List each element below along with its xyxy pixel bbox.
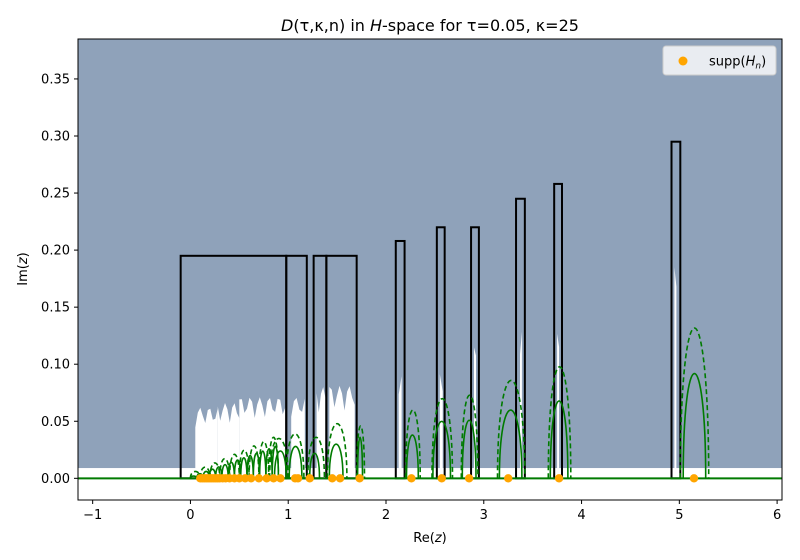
arc-dashed	[307, 436, 326, 479]
legend-box	[662, 45, 777, 76]
xlabel-post: )	[442, 531, 447, 546]
chart-title: D(τ,κ,n) in H-space for τ=0.05, κ=25	[281, 16, 579, 35]
arc-solid	[288, 445, 303, 479]
support-point	[504, 474, 513, 483]
region-fill	[78, 39, 782, 500]
cluster-arc-solid	[271, 445, 280, 479]
ylabel-var: z	[16, 256, 31, 265]
support-point	[689, 474, 699, 483]
legend-marker	[678, 56, 688, 66]
arc-solid	[308, 452, 321, 479]
title-d-args: (τ,κ,n) in	[293, 16, 370, 35]
arc-dashed	[547, 365, 572, 479]
cluster-arc-dashed	[219, 457, 231, 479]
x-tick-label: 5	[675, 508, 683, 523]
arc-dashed	[268, 437, 289, 479]
support-point	[335, 474, 345, 483]
arc-solid	[356, 436, 364, 479]
support-point	[254, 474, 264, 483]
arc-solid	[682, 372, 707, 479]
arc-dashed	[679, 327, 710, 479]
support-point	[293, 474, 303, 483]
support-points	[196, 474, 699, 483]
support-point	[305, 474, 314, 483]
xlabel-var: z	[434, 531, 443, 546]
support-point	[276, 474, 285, 483]
title-rest: -space for τ=0.05, κ=25	[382, 16, 579, 35]
hole-region	[439, 374, 443, 479]
title-h: H	[370, 16, 382, 35]
arc-dashed	[355, 425, 366, 479]
y-tick-label: 0.10	[41, 358, 70, 373]
legend-label-pre: supp(	[709, 55, 746, 70]
hole-region	[398, 376, 402, 479]
xlabel-pre: Re(	[413, 531, 435, 546]
y-axis-label: Im(z)	[16, 252, 31, 285]
plot-area	[77, 38, 783, 501]
arc-solid	[549, 400, 569, 479]
support-point	[437, 474, 446, 483]
legend-label-var: H	[746, 55, 756, 70]
x-tick-label: 6	[773, 508, 781, 523]
x-tick-label: 2	[382, 508, 390, 523]
y-tick-label: 0.30	[41, 129, 70, 144]
y-tick-label: 0.20	[41, 244, 70, 259]
arc-solid	[461, 419, 477, 479]
title-d: D	[281, 16, 293, 35]
support-point	[262, 474, 271, 483]
support-point	[464, 474, 474, 483]
support-point	[246, 474, 256, 483]
arc-solid	[405, 434, 420, 479]
cluster-arc-dashed	[248, 445, 260, 479]
arc-solid	[432, 420, 452, 479]
support-point	[269, 474, 278, 483]
plot-frame	[77, 38, 783, 501]
support-point	[241, 474, 250, 483]
legend-label: supp(Hn)	[709, 55, 766, 72]
arc-dashed	[431, 397, 454, 479]
arc-dashed	[326, 423, 348, 479]
ylabel-pre: Im(	[16, 264, 31, 286]
hole-region	[195, 407, 218, 479]
x-axis: −1 0 1 2 3 4 5 6	[83, 500, 781, 523]
y-tick-label: 0.35	[41, 72, 70, 87]
x-tick-label: −1	[83, 508, 102, 523]
x-tick-label: 0	[186, 508, 194, 523]
arc-solid	[498, 409, 523, 479]
support-point	[407, 474, 416, 483]
x-tick-label: 1	[284, 508, 292, 523]
legend-label-sub: n	[755, 62, 761, 72]
hole-region	[316, 387, 326, 479]
arc-dashed	[460, 394, 479, 479]
cluster-arc-dashed	[228, 453, 241, 479]
x-tick-label: 4	[577, 508, 585, 523]
arc-dashed	[496, 379, 526, 479]
y-tick-label: 0.25	[41, 187, 70, 202]
y-tick-label: 0.15	[41, 301, 70, 316]
support-point	[328, 474, 337, 483]
y-tick-label: 0.05	[41, 415, 70, 430]
y-axis: 0.00 0.05 0.10 0.15 0.20 0.25 0.30 0.35	[41, 72, 78, 487]
arc-solid	[328, 443, 344, 479]
ylabel-post: )	[16, 252, 31, 257]
hole-region	[674, 267, 677, 479]
y-tick-label: 0.00	[41, 472, 70, 487]
x-tick-label: 3	[480, 508, 488, 523]
legend: supp(Hn)	[662, 45, 777, 76]
support-point	[235, 474, 244, 483]
arc-solid	[273, 450, 288, 479]
support-point	[355, 474, 364, 483]
arc-dashed	[285, 433, 305, 479]
hole-region	[557, 334, 560, 479]
legend-label-post: )	[761, 55, 766, 70]
hole-region	[291, 398, 305, 479]
x-axis-label: Re(z)	[413, 531, 446, 546]
support-point	[554, 474, 564, 483]
arcs	[189, 327, 710, 479]
